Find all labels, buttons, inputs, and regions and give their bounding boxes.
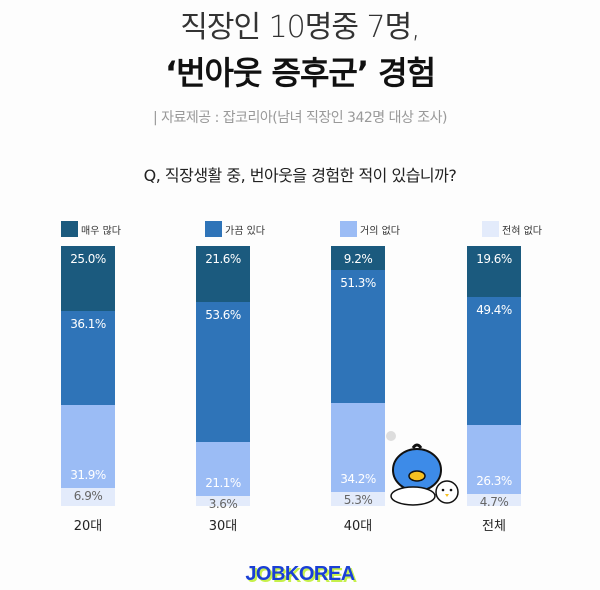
bar-segment: 4.7% [467, 493, 521, 509]
bar-segment: 6.9% [61, 487, 115, 506]
bar-segment: 5.3% [331, 492, 385, 508]
bar-segment: 31.9% [61, 404, 115, 488]
title-line-2: ‘번아웃 증후군’ 경험 [164, 54, 436, 92]
legend-swatch [482, 221, 499, 237]
legend-label: 가끔 있다 [225, 225, 265, 237]
bar-3: 19.6% 49.4% 26.3% 4.7% [467, 246, 521, 509]
bar-segment: 3.6% [196, 496, 250, 511]
bar-segment: 53.6% [196, 302, 250, 442]
value-label: 3.6% [208, 497, 238, 512]
legend-label: 매우 많다 [81, 225, 121, 237]
bar-segment: 51.3% [331, 269, 385, 404]
value-label: 25.0% [70, 252, 106, 266]
value-label: 19.6% [476, 252, 512, 266]
legend-label: 전혀 없다 [502, 225, 542, 237]
legend-item-rarely: 거의 없다 [340, 221, 400, 237]
legend-swatch [340, 221, 357, 237]
value-label: 5.3% [343, 493, 373, 508]
legend-swatch [61, 221, 78, 237]
bar-segment: 25.0% [61, 246, 115, 311]
bar-segment: 26.3% [467, 425, 521, 494]
value-label: 4.7% [479, 494, 509, 509]
source-note: | 자료제공 : 잡코리아(남녀 직장인 342명 대상 조사) [152, 110, 448, 126]
value-label: 21.1% [205, 476, 241, 491]
x-axis-label: 40대 [343, 519, 373, 534]
legend-item-very-often: 매우 많다 [61, 221, 121, 237]
x-axis-label: 전체 [482, 519, 506, 534]
legend-swatch [205, 221, 222, 237]
value-label: 36.1% [70, 317, 106, 331]
bar-2: 9.2% 51.3% 34.2% 5.3% [331, 246, 385, 508]
legend-label: 거의 없다 [360, 225, 400, 237]
x-axis-label: 20대 [73, 519, 103, 534]
bar-segment: 34.2% [331, 403, 385, 493]
title-line-1: 직장인 10명중 7명, [180, 10, 420, 45]
bar-segment: 9.2% [331, 246, 385, 270]
bar-segment: 21.6% [196, 246, 250, 303]
value-label: 26.3% [476, 473, 512, 488]
value-label: 51.3% [340, 275, 376, 290]
bar-0: 25.0% 36.1% 31.9% 6.9% [61, 246, 115, 506]
jobkorea-logo: JOBKOREA [245, 563, 355, 585]
bar-1: 21.6% 53.6% 21.1% 3.6% [196, 246, 250, 511]
value-label: 9.2% [343, 252, 373, 266]
value-label: 53.6% [205, 308, 241, 323]
value-label: 49.4% [476, 302, 512, 317]
bar-segment: 49.4% [467, 296, 521, 426]
x-axis-label: 30대 [208, 519, 238, 534]
value-label: 31.9% [70, 467, 106, 482]
mascot-character-icon [386, 431, 459, 506]
legend-item-sometimes: 가끔 있다 [205, 221, 265, 237]
legend-item-never: 전혀 없다 [482, 221, 542, 237]
value-label: 34.2% [340, 472, 376, 487]
survey-question: Q, 직장생활 중, 번아웃을 경험한 적이 있습니까? [143, 166, 457, 185]
bar-segment: 21.1% [196, 441, 250, 497]
value-label: 6.9% [73, 488, 103, 503]
bar-segment: 36.1% [61, 311, 115, 405]
value-label: 21.6% [205, 252, 241, 266]
bar-segment: 19.6% [467, 246, 521, 297]
